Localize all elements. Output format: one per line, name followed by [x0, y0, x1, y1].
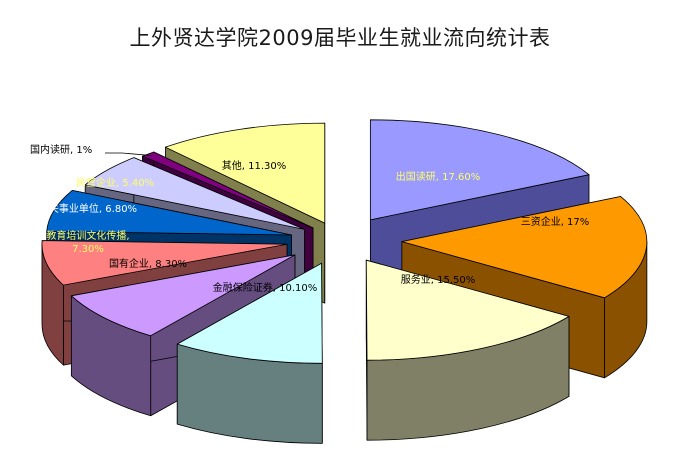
slice-label: 出国读研, 17.60% — [396, 170, 481, 183]
pie-slice-top — [176, 262, 323, 364]
pie-slice-2 — [365, 259, 570, 441]
pie-slice-top — [369, 119, 590, 221]
pie-slice-3 — [176, 262, 323, 444]
pie-slice-top — [165, 122, 326, 224]
leader-line — [105, 152, 152, 156]
pie-slice-top — [84, 157, 305, 230]
slice-label: 三资企业, 17% — [521, 215, 590, 228]
slice-label: 金融保险证券, 10.10% — [213, 281, 318, 294]
chart-title: 上外贤达学院2009届毕业生就业流向统计表 — [129, 26, 551, 50]
slice-label: 教育培训文化传播, 7.30% — [46, 229, 129, 255]
pie-slice-top — [46, 190, 292, 236]
slice-label: 国有企业, 8.30% — [109, 257, 187, 270]
slice-label: 民营企业, 5.40% — [76, 176, 154, 189]
pie-slice-top — [401, 196, 648, 299]
pie-slice-top — [70, 254, 296, 337]
pie-slice-top — [365, 259, 570, 361]
slice-label: 机关事业单位, 6.80% — [39, 202, 137, 215]
pie-slice-top — [142, 151, 314, 229]
slice-label: 服务业, 15.50% — [401, 273, 476, 286]
slice-label: 国内读研, 1% — [30, 143, 92, 156]
slice-label: 其他, 11.30% — [222, 159, 287, 172]
pie-slice-top — [41, 240, 288, 286]
